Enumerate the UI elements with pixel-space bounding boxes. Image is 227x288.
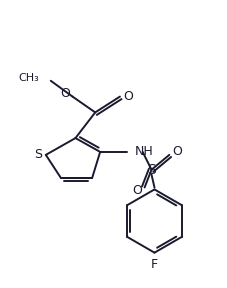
Text: S: S — [147, 163, 156, 177]
Text: O: O — [123, 90, 133, 103]
Text: NH: NH — [135, 145, 153, 158]
Text: F: F — [151, 258, 158, 271]
Text: O: O — [132, 184, 142, 197]
Text: O: O — [172, 145, 182, 158]
Text: CH₃: CH₃ — [18, 73, 39, 83]
Text: S: S — [34, 148, 42, 161]
Text: O: O — [61, 87, 71, 100]
